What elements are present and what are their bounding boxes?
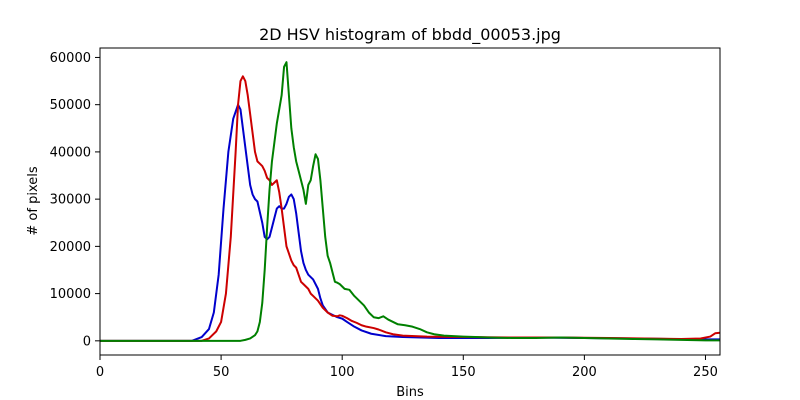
x-axis-label: Bins (396, 385, 424, 400)
x-tick-label: 150 (451, 365, 476, 380)
plot-frame (99, 47, 721, 356)
y-tick-label: 10000 (50, 287, 91, 302)
y-tick-label: 40000 (50, 145, 91, 160)
x-tick-label: 100 (330, 365, 355, 380)
y-tick-label: 20000 (50, 240, 91, 255)
y-axis-ticks: 0 10000 20000 30000 40000 50000 60000 (50, 51, 100, 349)
x-tick-label: 200 (572, 365, 597, 380)
series-line-1 (100, 103, 720, 342)
x-axis-ticks: 0 50 100 150 200 250 (96, 355, 718, 380)
series-layer (100, 61, 721, 342)
series-line-3 (100, 61, 720, 342)
y-tick-label: 60000 (50, 51, 91, 66)
series-line-2 (100, 75, 721, 342)
y-tick-label: 0 (83, 334, 91, 349)
x-tick-label: 250 (693, 365, 718, 380)
x-tick-label: 0 (96, 365, 104, 380)
y-tick-label: 50000 (50, 98, 91, 113)
x-tick-label: 50 (213, 365, 230, 380)
y-tick-label: 30000 (50, 193, 91, 208)
chart-title: 2D HSV histogram of bbdd_00053.jpg (259, 25, 561, 45)
y-axis-label: # of pixels (26, 166, 41, 235)
